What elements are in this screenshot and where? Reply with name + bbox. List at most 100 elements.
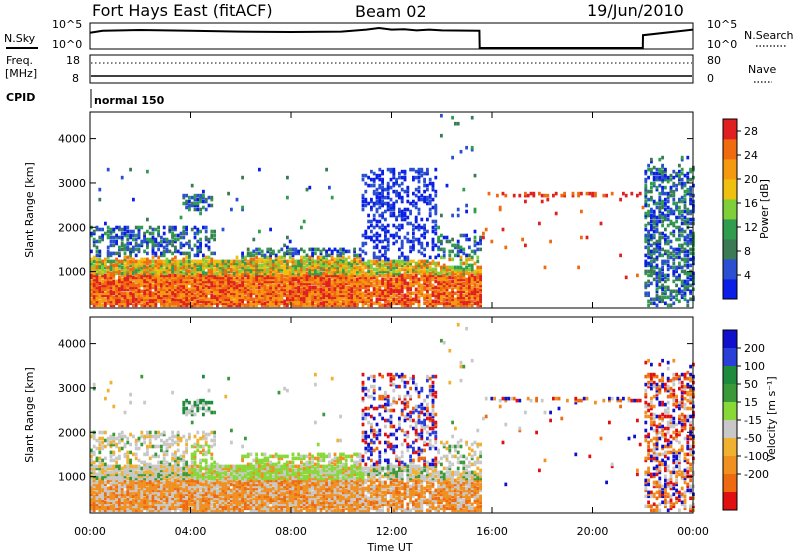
range-gate-cell bbox=[300, 295, 303, 300]
range-gate-cell bbox=[378, 213, 382, 218]
range-gate-cell bbox=[249, 257, 253, 262]
range-gate-cell bbox=[686, 241, 690, 246]
range-gate-cell bbox=[165, 279, 169, 284]
range-gate-cell bbox=[132, 291, 135, 296]
range-gate-cell bbox=[683, 215, 687, 220]
range-gate-cell bbox=[580, 209, 583, 214]
range-gate-cell bbox=[678, 229, 681, 234]
range-gate-cell bbox=[101, 500, 104, 505]
range-gate-cell bbox=[151, 275, 155, 280]
range-gate-cell bbox=[675, 275, 678, 280]
range-gate-cell bbox=[680, 227, 684, 232]
range-gate-cell bbox=[109, 380, 113, 385]
range-gate-cell bbox=[171, 259, 174, 264]
range-gate-cell bbox=[115, 506, 118, 511]
range-gate-cell bbox=[106, 442, 110, 447]
range-gate-cell bbox=[104, 482, 107, 487]
range-gate-cell bbox=[367, 263, 370, 268]
range-gate-cell bbox=[272, 259, 275, 264]
range-gate-cell bbox=[678, 225, 681, 230]
range-gate-cell bbox=[342, 259, 345, 264]
range-gate-cell bbox=[123, 410, 127, 415]
range-gate-cell bbox=[129, 482, 132, 487]
range-gate-cell bbox=[683, 281, 687, 286]
range-gate-cell bbox=[193, 201, 197, 206]
range-gate-cell bbox=[454, 253, 457, 258]
range-gate-cell bbox=[204, 281, 208, 286]
range-gate-cell bbox=[134, 478, 138, 483]
range-gate-cell bbox=[232, 295, 236, 300]
range-gate-cell bbox=[316, 273, 320, 278]
range-gate-cell bbox=[314, 273, 317, 278]
range-gate-cell bbox=[370, 275, 373, 280]
range-gate-cell bbox=[118, 480, 121, 485]
range-gate-cell bbox=[395, 283, 398, 288]
range-gate-cell bbox=[241, 255, 244, 260]
range-gate-cell bbox=[440, 271, 443, 276]
range-gate-cell bbox=[328, 185, 331, 190]
range-gate-cell bbox=[459, 301, 463, 306]
range-gate-cell bbox=[199, 237, 202, 242]
range-gate-cell bbox=[168, 269, 172, 274]
range-gate-cell bbox=[120, 480, 124, 485]
range-gate-cell bbox=[224, 263, 228, 268]
range-gate-cell bbox=[148, 277, 152, 282]
range-gate-cell bbox=[106, 269, 110, 274]
range-gate-cell bbox=[213, 259, 216, 264]
range-gate-cell bbox=[367, 283, 370, 288]
range-gate-cell bbox=[137, 273, 141, 278]
range-gate-cell bbox=[314, 285, 317, 290]
range-gate-cell bbox=[199, 263, 202, 268]
range-gate-cell bbox=[126, 472, 130, 477]
range-gate-cell bbox=[202, 281, 205, 286]
range-gate-cell bbox=[462, 283, 466, 288]
range-gate-cell bbox=[98, 271, 102, 276]
range-gate-cell bbox=[101, 466, 104, 471]
range-gate-cell bbox=[90, 448, 93, 453]
range-gate-cell bbox=[263, 279, 267, 284]
range-gate-cell bbox=[238, 271, 242, 276]
range-gate-cell bbox=[437, 297, 440, 302]
range-gate-cell bbox=[664, 273, 667, 278]
range-gate-cell bbox=[361, 195, 365, 200]
range-gate-cell bbox=[386, 191, 390, 196]
range-gate-cell bbox=[367, 277, 370, 282]
range-gate-cell bbox=[686, 259, 690, 264]
range-gate-cell bbox=[686, 265, 690, 270]
range-gate-cell bbox=[389, 197, 393, 202]
range-gate-cell bbox=[118, 468, 121, 473]
range-gate-cell bbox=[680, 289, 684, 294]
range-gate-cell bbox=[106, 255, 110, 260]
range-gate-cell bbox=[459, 257, 463, 262]
range-gate-cell bbox=[95, 253, 99, 258]
range-gate-cell bbox=[134, 484, 138, 489]
range-gate-cell bbox=[134, 480, 138, 485]
range-gate-cell bbox=[339, 301, 342, 306]
range-gate-cell bbox=[143, 231, 146, 236]
range-gate-cell bbox=[148, 279, 152, 284]
range-gate-cell bbox=[661, 295, 664, 300]
range-gate-cell bbox=[395, 217, 398, 222]
range-gate-cell bbox=[129, 464, 132, 469]
range-gate-cell bbox=[160, 263, 163, 268]
range-gate-cell bbox=[361, 291, 365, 296]
range-gate-cell bbox=[182, 267, 186, 272]
power-cbar-tick-label: 20 bbox=[744, 173, 758, 186]
range-gate-cell bbox=[381, 223, 384, 228]
range-gate-cell bbox=[123, 492, 127, 497]
range-gate-cell bbox=[283, 273, 286, 278]
range-gate-cell bbox=[104, 500, 107, 505]
range-gate-cell bbox=[428, 283, 432, 288]
range-gate-cell bbox=[230, 279, 233, 284]
range-gate-cell bbox=[686, 281, 690, 286]
range-gate-cell bbox=[358, 265, 362, 270]
range-gate-cell bbox=[372, 245, 376, 250]
range-gate-cell bbox=[255, 289, 258, 294]
range-gate-cell bbox=[400, 187, 404, 192]
range-gate-cell bbox=[291, 267, 295, 272]
range-gate-cell bbox=[664, 249, 667, 254]
range-gate-cell bbox=[126, 237, 130, 242]
range-gate-cell bbox=[126, 241, 130, 246]
range-gate-cell bbox=[260, 275, 264, 280]
range-gate-cell bbox=[143, 271, 146, 276]
